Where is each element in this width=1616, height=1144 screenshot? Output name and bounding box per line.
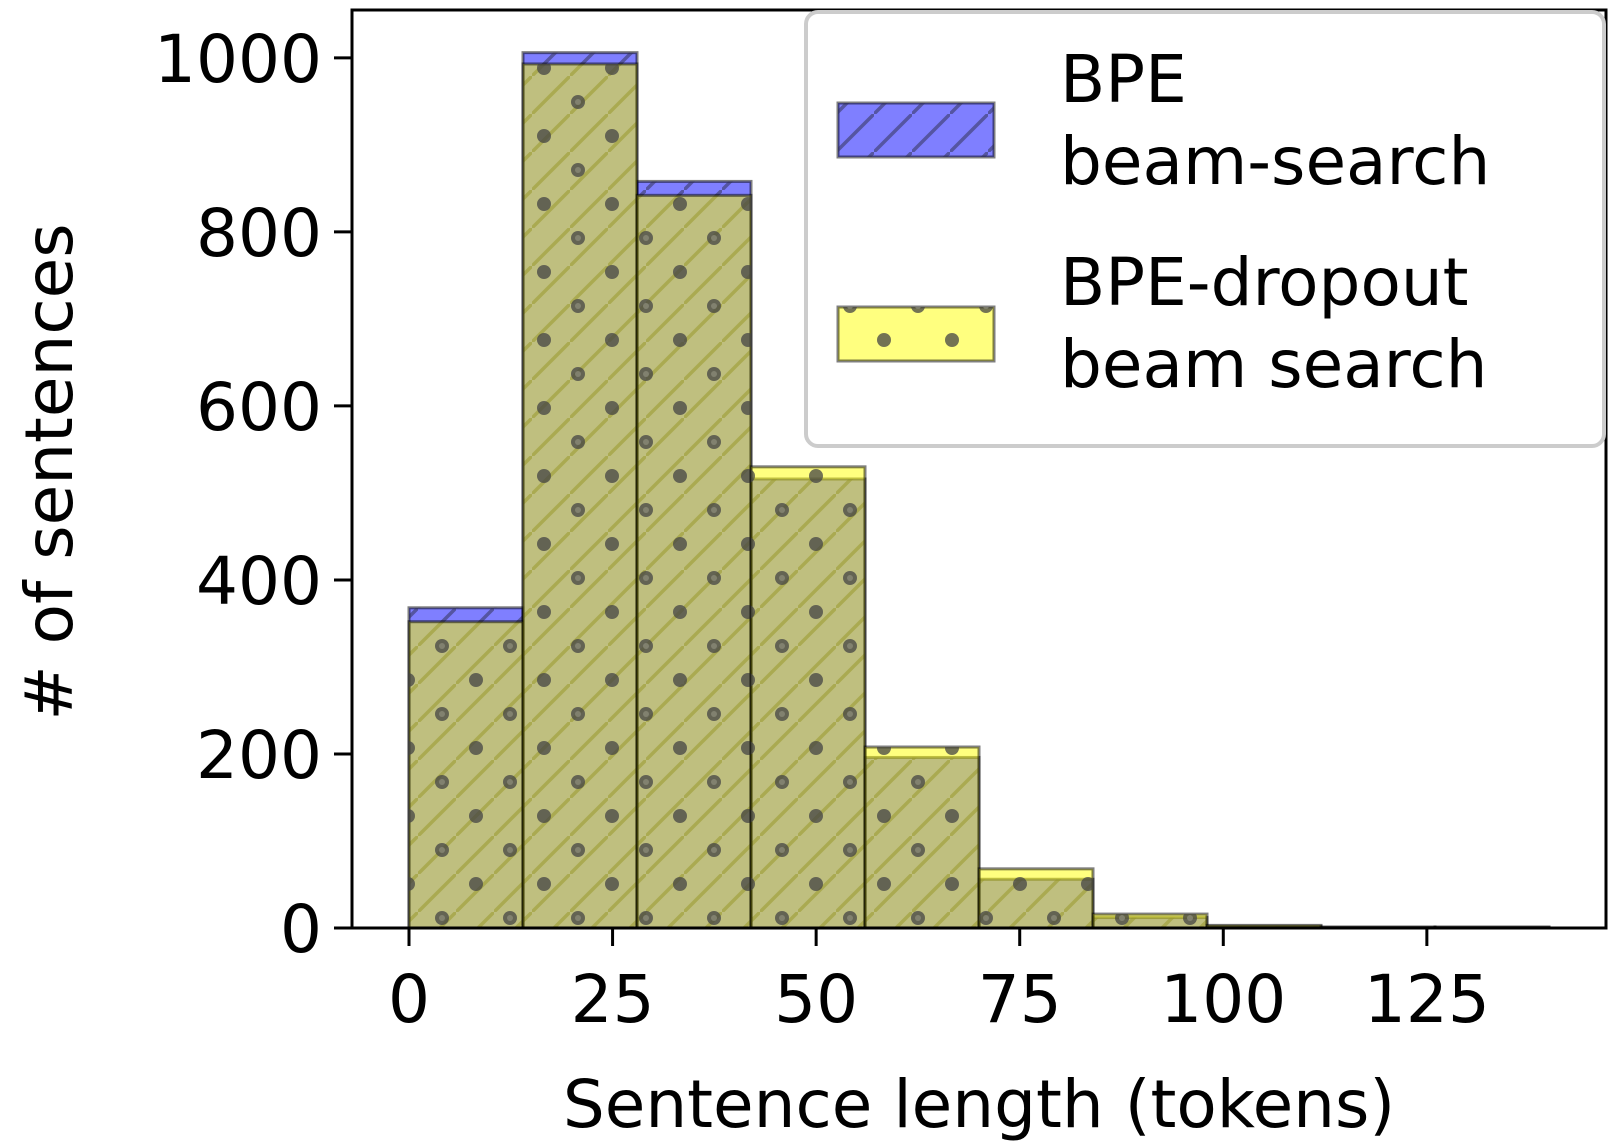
bar-hatch [523, 63, 637, 928]
y-tick-label: 200 [196, 717, 322, 794]
legend-frame [804, 10, 1606, 448]
y-tick-label: 400 [196, 543, 322, 620]
bar-hatch [1093, 914, 1207, 928]
y-tick-label: 600 [196, 369, 322, 446]
y-tick-label: 0 [280, 891, 322, 968]
series-2 [407, 62, 1551, 928]
x-tick-label: 0 [388, 961, 430, 1038]
x-tick-label: 25 [571, 961, 655, 1038]
y-tick-label: 800 [196, 195, 322, 272]
legend-swatch-hatch [838, 103, 994, 157]
y-axis-label: # of sentences [11, 223, 88, 720]
x-tick-label: 50 [774, 961, 858, 1038]
legend: BPE beam-search BPE-dropout beam search [804, 10, 1606, 448]
legend-label: BPE beam-search [1060, 41, 1490, 200]
x-tick-label: 75 [978, 961, 1062, 1038]
x-axis-label: Sentence length (tokens) [563, 1066, 1395, 1143]
bar-hatch [637, 195, 751, 928]
legend-item: BPE-dropout beam search [836, 244, 1487, 403]
legend-label: BPE-dropout beam search [1060, 244, 1487, 403]
bar-hatch [409, 621, 523, 928]
bar-hatch [865, 747, 979, 928]
y-tick-label: 1000 [154, 21, 322, 98]
legend-swatch-hatch [838, 307, 994, 361]
legend-item: BPE beam-search [836, 41, 1490, 200]
x-tick-label: 100 [1160, 961, 1286, 1038]
bar-hatch [979, 868, 1093, 928]
bar-hatch [751, 466, 865, 928]
x-tick-label: 125 [1364, 961, 1490, 1038]
